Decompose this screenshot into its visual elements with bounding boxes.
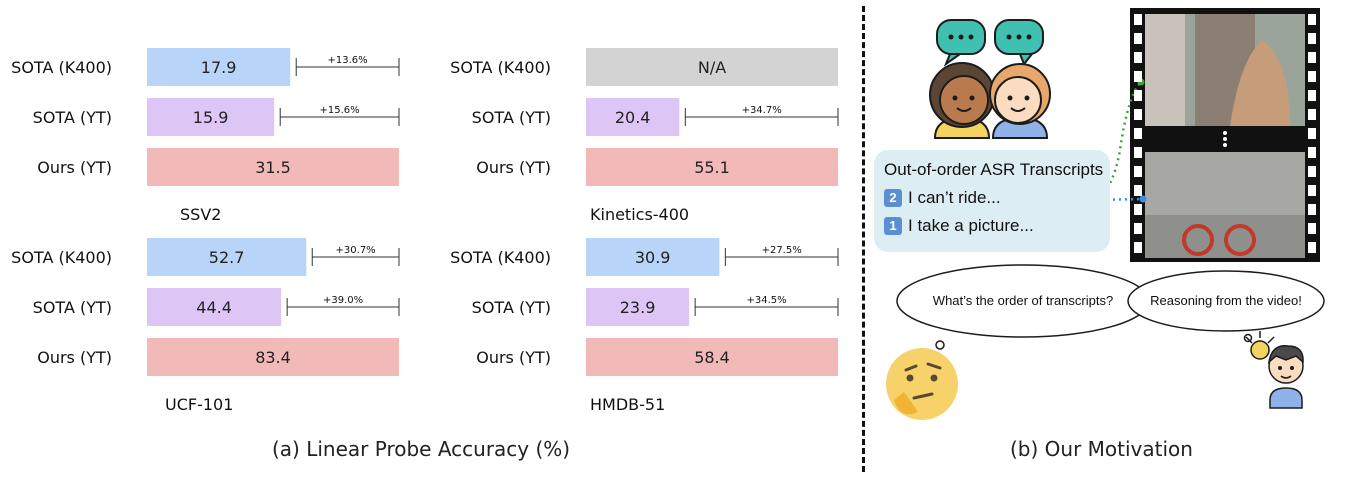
bar-2-1 (147, 288, 282, 326)
film-sprocket (1308, 71, 1316, 82)
film-sprocket (1134, 147, 1142, 158)
bar-1-2 (586, 148, 838, 186)
data-label: 44.4 (196, 298, 232, 317)
category-label: SOTA (K400) (450, 58, 551, 77)
film-sprocket (1134, 128, 1142, 139)
speech-bubble-icon-left (936, 19, 986, 67)
answer-text: Reasoning from the video! (1150, 293, 1302, 308)
data-label: 55.1 (694, 158, 730, 177)
data-label: 31.5 (255, 158, 291, 177)
film-sprocket (1308, 147, 1316, 158)
asr-transcript-box (874, 150, 1110, 252)
gain-label: +34.5% (746, 295, 786, 306)
number-badge: 1 (884, 217, 902, 235)
bar-0-2 (147, 148, 399, 186)
film-strip-icon (1130, 8, 1320, 262)
idea-person-icon (1245, 331, 1304, 409)
category-label: SOTA (K400) (11, 248, 112, 267)
film-sprocket (1308, 185, 1316, 196)
film-sprocket (1308, 204, 1316, 215)
speech-bubble-icon-right (994, 19, 1044, 66)
category-label: Ours (YT) (476, 158, 551, 177)
caption-left: (a) Linear Probe Accuracy (%) (272, 437, 571, 461)
question-text: What’s the order of transcripts? (932, 293, 1114, 308)
category-label: SOTA (K400) (11, 58, 112, 77)
data-label: 17.9 (201, 58, 237, 77)
film-sprocket (1134, 223, 1142, 234)
gain-label: +39.0% (323, 295, 363, 306)
chart-title: SSV2 (180, 205, 221, 224)
gain-label: +30.7% (336, 245, 376, 256)
asr-line-1: 2 I can’t ride... (884, 188, 1001, 208)
bar-2-2 (147, 338, 399, 376)
data-label: 20.4 (615, 108, 651, 127)
film-sprocket (1308, 33, 1316, 44)
bar-1-0 (586, 48, 838, 86)
link-line-green (1056, 81, 1142, 230)
bar-3-2 (586, 338, 838, 376)
bar-1-1 (586, 98, 680, 136)
category-label: SOTA (YT) (472, 298, 551, 317)
person-girl-icon (929, 62, 995, 139)
category-label: SOTA (YT) (33, 298, 112, 317)
film-sprocket (1134, 204, 1142, 215)
asr-line-1-text: I can’t ride... (908, 188, 1001, 207)
chart-title: HMDB-51 (590, 395, 665, 414)
category-label: Ours (YT) (37, 158, 112, 177)
data-label: 30.9 (635, 248, 671, 267)
number-badge: 2 (884, 189, 902, 207)
film-sprocket (1134, 71, 1142, 82)
category-label: SOTA (YT) (33, 108, 112, 127)
asr-line-2-text: I take a picture... (908, 216, 1034, 235)
data-label: 58.4 (694, 348, 730, 367)
film-sprocket (1134, 185, 1142, 196)
bar-0-1 (147, 98, 275, 136)
data-label: N/A (698, 58, 726, 77)
film-sprocket (1134, 90, 1142, 101)
gain-label: +34.7% (742, 105, 782, 116)
data-label: 52.7 (209, 248, 245, 267)
person-boy-icon (989, 63, 1051, 139)
film-sprocket (1308, 166, 1316, 177)
film-sprocket (1134, 33, 1142, 44)
thinking-face-icon (886, 348, 958, 420)
asr-line-2: 1 I take a picture... (884, 216, 1034, 236)
gain-label: +13.6% (328, 55, 368, 66)
film-sprocket (1308, 52, 1316, 63)
bar-2-0 (147, 238, 307, 276)
chart-title: UCF-101 (165, 395, 233, 414)
film-sprocket (1134, 14, 1142, 25)
film-sprocket (1308, 128, 1316, 139)
bar-3-0 (586, 238, 720, 276)
category-label: SOTA (YT) (472, 108, 551, 127)
film-sprocket (1308, 90, 1316, 101)
gain-label: +15.6% (320, 105, 360, 116)
film-sprocket (1308, 242, 1316, 253)
bar-3-1 (586, 288, 690, 326)
category-label: Ours (YT) (476, 348, 551, 367)
film-sprocket (1308, 109, 1316, 120)
bar-0-0 (147, 48, 291, 86)
linear-probe-charts: 17.9 SOTA (K400) +13.6% 15.9 SOTA (YT) +15.6%… (11, 48, 839, 414)
data-label: 23.9 (620, 298, 656, 317)
category-label: Ours (YT) (37, 348, 112, 367)
caption-right: (b) Our Motivation (1010, 437, 1193, 461)
film-sprocket (1308, 14, 1316, 25)
film-sprocket (1134, 242, 1142, 253)
data-label: 83.4 (255, 348, 291, 367)
data-label: 15.9 (193, 108, 229, 127)
film-sprocket (1308, 223, 1316, 234)
thought-bubble-answer (1127, 270, 1325, 332)
chart-title: Kinetics-400 (590, 205, 689, 224)
gain-label: +27.5% (762, 245, 802, 256)
category-label: SOTA (K400) (450, 248, 551, 267)
film-sprocket (1134, 109, 1142, 120)
film-sprocket (1134, 52, 1142, 63)
section-divider (862, 6, 865, 472)
asr-title: Out-of-order ASR Transcripts (884, 160, 1104, 179)
film-sprocket (1134, 166, 1142, 177)
